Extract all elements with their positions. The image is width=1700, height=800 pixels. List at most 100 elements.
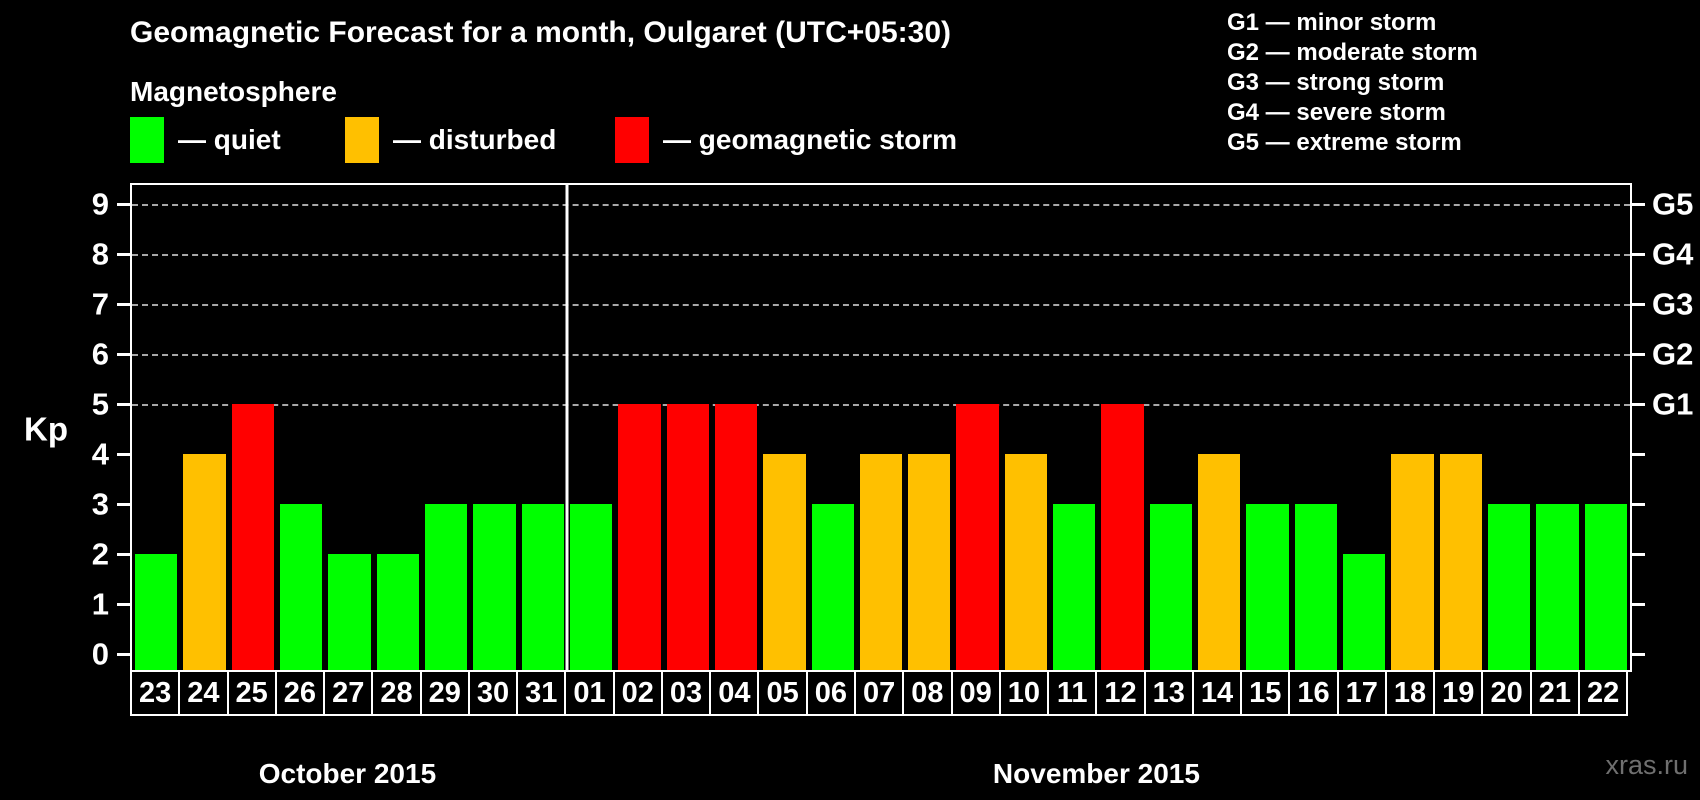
y-tick-9 <box>117 202 130 206</box>
day-label-01: 01 <box>564 670 615 716</box>
day-label-22: 22 <box>1577 670 1629 716</box>
day-label-20: 20 <box>1481 670 1532 716</box>
y-tick-label-1: 1 <box>91 586 109 622</box>
y-tick-right-3 <box>1632 502 1645 506</box>
y-tick-5 <box>117 402 130 406</box>
kp-bar-day-08 <box>908 454 951 670</box>
day-label-21: 21 <box>1529 670 1580 716</box>
day-label-07: 07 <box>853 670 905 716</box>
y-tick-6 <box>117 352 130 356</box>
y-tick-label-0: 0 <box>91 636 109 672</box>
kp-bar-day-17 <box>1343 554 1386 670</box>
kp-bar-day-02 <box>618 404 661 670</box>
kp-bar-day-01 <box>569 504 613 670</box>
y-tick-right-5 <box>1632 402 1645 406</box>
month-label-october-2015: October 2015 <box>258 758 437 789</box>
day-label-27: 27 <box>323 670 374 716</box>
day-label-03: 03 <box>660 670 712 716</box>
legend-label-disturbed: — disturbed <box>393 124 557 155</box>
gridline-kp-9 <box>132 204 1630 206</box>
day-label-08: 08 <box>902 670 953 716</box>
day-label-09: 09 <box>950 670 1001 716</box>
y-tick-right-9 <box>1632 202 1645 206</box>
day-label-05: 05 <box>757 670 808 716</box>
day-label-13: 13 <box>1143 670 1194 716</box>
y-tick-right-4 <box>1632 452 1645 456</box>
legend-swatch-disturbed <box>345 117 379 163</box>
day-label-25: 25 <box>226 670 277 716</box>
kp-bar-day-31 <box>521 504 564 670</box>
legend-label-quiet: — quiet <box>178 124 281 155</box>
storm-legend-line-g4: G4 — severe storm <box>1227 99 1446 126</box>
g-scale-label-g5: G5 <box>1652 186 1694 222</box>
y-tick-8 <box>117 252 130 256</box>
g-scale-label-g4: G4 <box>1652 236 1694 272</box>
y-tick-right-0 <box>1632 652 1645 656</box>
kp-bar-day-13 <box>1149 504 1193 670</box>
gridline-kp-7 <box>132 304 1630 306</box>
legend-label-storm: — geomagnetic storm <box>663 124 958 155</box>
y-tick-right-6 <box>1632 352 1645 356</box>
kp-bar-day-30 <box>473 504 516 670</box>
kp-bar-day-18 <box>1391 454 1434 670</box>
legend-item-quiet: — quiet <box>130 116 281 164</box>
kp-bar-day-23 <box>135 554 178 670</box>
day-label-16: 16 <box>1288 670 1339 716</box>
kp-bar-day-06 <box>811 504 854 670</box>
storm-legend-line-g3: G3 — strong storm <box>1227 69 1445 96</box>
kp-bar-day-21 <box>1536 504 1579 670</box>
kp-bar-day-05 <box>763 454 806 670</box>
y-tick-label-2: 2 <box>91 536 109 572</box>
day-axis: 23 24 25 26 27 28 29 30 31 01 02 03 04 05 06 07 08 09 10 11… <box>130 670 1629 716</box>
y-tick-label-5: 5 <box>91 386 109 422</box>
y-tick-label-3: 3 <box>91 486 109 522</box>
y-tick-7 <box>117 302 130 306</box>
kp-chart: Kp 0 1 2 3 4 5 6 7 8 9 G1 G2 G3 G4 G5 <box>24 183 1693 672</box>
day-label-18: 18 <box>1384 670 1436 716</box>
kp-bar-day-15 <box>1246 504 1289 670</box>
legend-swatch-storm <box>615 117 649 163</box>
kp-bar-day-24 <box>183 454 226 670</box>
day-label-14: 14 <box>1191 670 1243 716</box>
magnetosphere-heading: Magnetosphere <box>130 76 337 107</box>
g-scale-label-g1: G1 <box>1652 386 1694 422</box>
y-tick-3 <box>117 502 130 506</box>
kp-bar-day-19 <box>1439 454 1483 670</box>
kp-bar-day-11 <box>1053 504 1096 670</box>
kp-bar-day-20 <box>1488 504 1531 670</box>
y-tick-right-8 <box>1632 252 1645 256</box>
kp-bar-day-07 <box>859 454 903 670</box>
y-tick-label-7: 7 <box>91 286 109 322</box>
kp-bar-day-09 <box>956 404 999 670</box>
y-tick-label-4: 4 <box>91 436 109 472</box>
day-label-10: 10 <box>998 670 1050 716</box>
day-label-06: 06 <box>805 670 856 716</box>
day-label-26: 26 <box>274 670 326 716</box>
day-label-30: 30 <box>467 670 519 716</box>
y-axis-label: Kp <box>24 410 68 448</box>
kp-bar-day-28 <box>376 554 419 670</box>
kp-bar-day-27 <box>328 554 371 670</box>
storm-legend-line-g1: G1 — minor storm <box>1227 9 1437 36</box>
kp-bar-day-12 <box>1101 404 1144 670</box>
g-scale-label-g2: G2 <box>1652 336 1694 372</box>
day-label-04: 04 <box>709 670 760 716</box>
y-tick-label-6: 6 <box>91 336 109 372</box>
gridline-kp-6 <box>132 354 1630 356</box>
gridline-kp-5 <box>132 404 1630 406</box>
storm-scale-legend: G1 — minor storm G2 — moderate storm G3 — … <box>1227 8 1478 158</box>
page-title: Geomagnetic Forecast for a month, Oulgar… <box>130 16 952 49</box>
kp-bar-day-26 <box>279 504 323 670</box>
y-tick-label-8: 8 <box>91 236 109 272</box>
day-label-29: 29 <box>419 670 470 716</box>
watermark: xras.ru <box>1605 750 1688 780</box>
day-label-15: 15 <box>1240 670 1291 716</box>
y-tick-label-9: 9 <box>91 186 109 222</box>
day-label-02: 02 <box>612 670 663 716</box>
kp-bar-day-29 <box>424 504 468 670</box>
day-label-24: 24 <box>178 670 229 716</box>
day-label-12: 12 <box>1095 670 1146 716</box>
y-tick-right-2 <box>1632 552 1645 556</box>
day-label-19: 19 <box>1433 670 1484 716</box>
